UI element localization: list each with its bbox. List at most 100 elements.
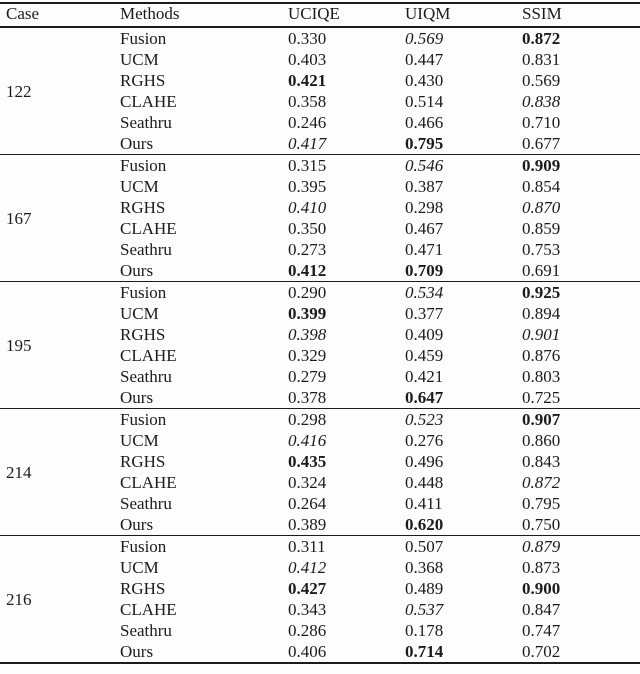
table-row: Ours 0.417 0.795 0.677 [0,133,640,155]
cell-ssim: 0.925 [516,281,640,303]
cell-uciqe: 0.246 [288,113,327,132]
cell-uciqe: 0.417 [288,134,327,153]
cell-method: Ours [120,134,154,153]
cell-uiqm: 0.569 [399,26,516,49]
cell-ssim: 0.691 [522,261,561,280]
cell-uiqm: 0.489 [405,579,444,598]
table-row: 122 Fusion 0.330 0.569 0.872 [0,26,640,155]
col-header-uciqe: UCIQE [282,3,399,28]
table-row: Ours 0.389 0.620 0.750 [0,514,640,536]
cell-method: Fusion [114,408,282,430]
cell-ssim: 0.838 [522,92,561,111]
table-row: CLAHE 0.324 0.448 0.872 [0,472,640,493]
cell-method: UCM [120,304,159,323]
cell-uciqe: 0.398 [288,325,327,344]
cell-uciqe: 0.286 [288,621,327,640]
cell-method: CLAHE [120,473,177,492]
cell-uciqe: 0.298 [282,408,399,430]
cell-uiqm: 0.507 [399,535,516,557]
col-header-methods: Methods [114,3,282,28]
cell-ssim: 0.859 [522,219,561,238]
cell-uiqm: 0.459 [405,346,444,365]
cell-uciqe: 0.410 [288,198,327,217]
table-row: 216 Fusion 0.311 0.507 0.879 [0,535,640,663]
cell-uiqm: 0.709 [405,261,444,280]
cell-ssim: 0.900 [522,579,561,598]
table-row: 214 Fusion 0.298 0.523 0.907 [0,408,640,536]
cell-uiqm: 0.620 [405,515,444,534]
cell-method: RGHS [120,452,166,471]
cell-case: 214 [0,408,114,536]
cell-uiqm: 0.534 [399,281,516,303]
cell-ssim: 0.750 [522,515,561,534]
cell-uiqm: 0.514 [405,92,444,111]
cell-method: UCM [120,431,159,450]
cell-uiqm: 0.387 [405,177,444,196]
cell-ssim: 0.872 [522,473,561,492]
cell-ssim: 0.879 [516,535,640,557]
cell-method: Seathru [120,621,172,640]
table-row: Seathru 0.246 0.466 0.710 [0,112,640,133]
cell-method: CLAHE [120,600,177,619]
cell-ssim: 0.894 [522,304,561,323]
cell-uiqm: 0.447 [405,50,444,69]
table-row: 195 Fusion 0.290 0.534 0.925 [0,281,640,409]
cell-uiqm: 0.276 [405,431,444,450]
cell-uiqm: 0.377 [405,304,444,323]
cell-method: Fusion [114,535,282,557]
cell-ssim: 0.803 [522,367,561,386]
cell-uciqe: 0.311 [282,535,399,557]
col-header-uiqm: UIQM [399,3,516,28]
cell-method: Ours [120,261,154,280]
cell-method: Fusion [114,154,282,176]
cell-uiqm: 0.178 [405,621,444,640]
cell-uiqm: 0.298 [405,198,444,217]
table-body: 122 Fusion 0.330 0.569 0.872 UCM 0.403 0.447 0.8… [0,26,640,663]
cell-uiqm: 0.546 [399,154,516,176]
cell-method: Seathru [120,240,172,259]
cell-uciqe: 0.378 [288,388,327,407]
cell-method: RGHS [120,71,166,90]
cell-method: Fusion [114,281,282,303]
cell-case: 195 [0,281,114,409]
cell-uiqm: 0.647 [405,388,444,407]
cell-case: 167 [0,154,114,282]
cell-uiqm: 0.466 [405,113,444,132]
cell-method: Seathru [120,494,172,513]
cell-ssim: 0.677 [522,134,561,153]
cell-uciqe: 0.324 [288,473,327,492]
cell-uiqm: 0.471 [405,240,444,259]
cell-uciqe: 0.273 [288,240,327,259]
table-row: RGHS 0.421 0.430 0.569 [0,70,640,91]
cell-method: Ours [120,515,154,534]
table-row: Seathru 0.279 0.421 0.803 [0,366,640,387]
cell-ssim: 0.753 [522,240,561,259]
cell-method: CLAHE [120,219,177,238]
cell-ssim: 0.872 [516,26,640,49]
cell-uciqe: 0.406 [288,642,327,661]
cell-uciqe: 0.416 [288,431,327,450]
cell-ssim: 0.831 [522,50,561,69]
table-row: RGHS 0.435 0.496 0.843 [0,451,640,472]
cell-case: 216 [0,535,114,663]
cell-method: UCM [120,50,159,69]
cell-uciqe: 0.315 [282,154,399,176]
table-row: CLAHE 0.343 0.537 0.847 [0,599,640,620]
cell-uiqm: 0.467 [405,219,444,238]
cell-uciqe: 0.358 [288,92,327,111]
table-row: UCM 0.403 0.447 0.831 [0,49,640,70]
cell-ssim: 0.710 [522,113,561,132]
cell-uciqe: 0.343 [288,600,327,619]
table-row: UCM 0.395 0.387 0.854 [0,176,640,197]
cell-case: 122 [0,26,114,155]
cell-method: UCM [120,558,159,577]
cell-uiqm: 0.409 [405,325,444,344]
cell-uciqe: 0.427 [288,579,327,598]
table-row: Seathru 0.264 0.411 0.795 [0,493,640,514]
table-row: Ours 0.412 0.709 0.691 [0,260,640,282]
cell-uciqe: 0.403 [288,50,327,69]
table-row: UCM 0.416 0.276 0.860 [0,430,640,451]
table-row: Seathru 0.286 0.178 0.747 [0,620,640,641]
table-row: Ours 0.378 0.647 0.725 [0,387,640,409]
col-header-ssim: SSIM [516,3,640,28]
